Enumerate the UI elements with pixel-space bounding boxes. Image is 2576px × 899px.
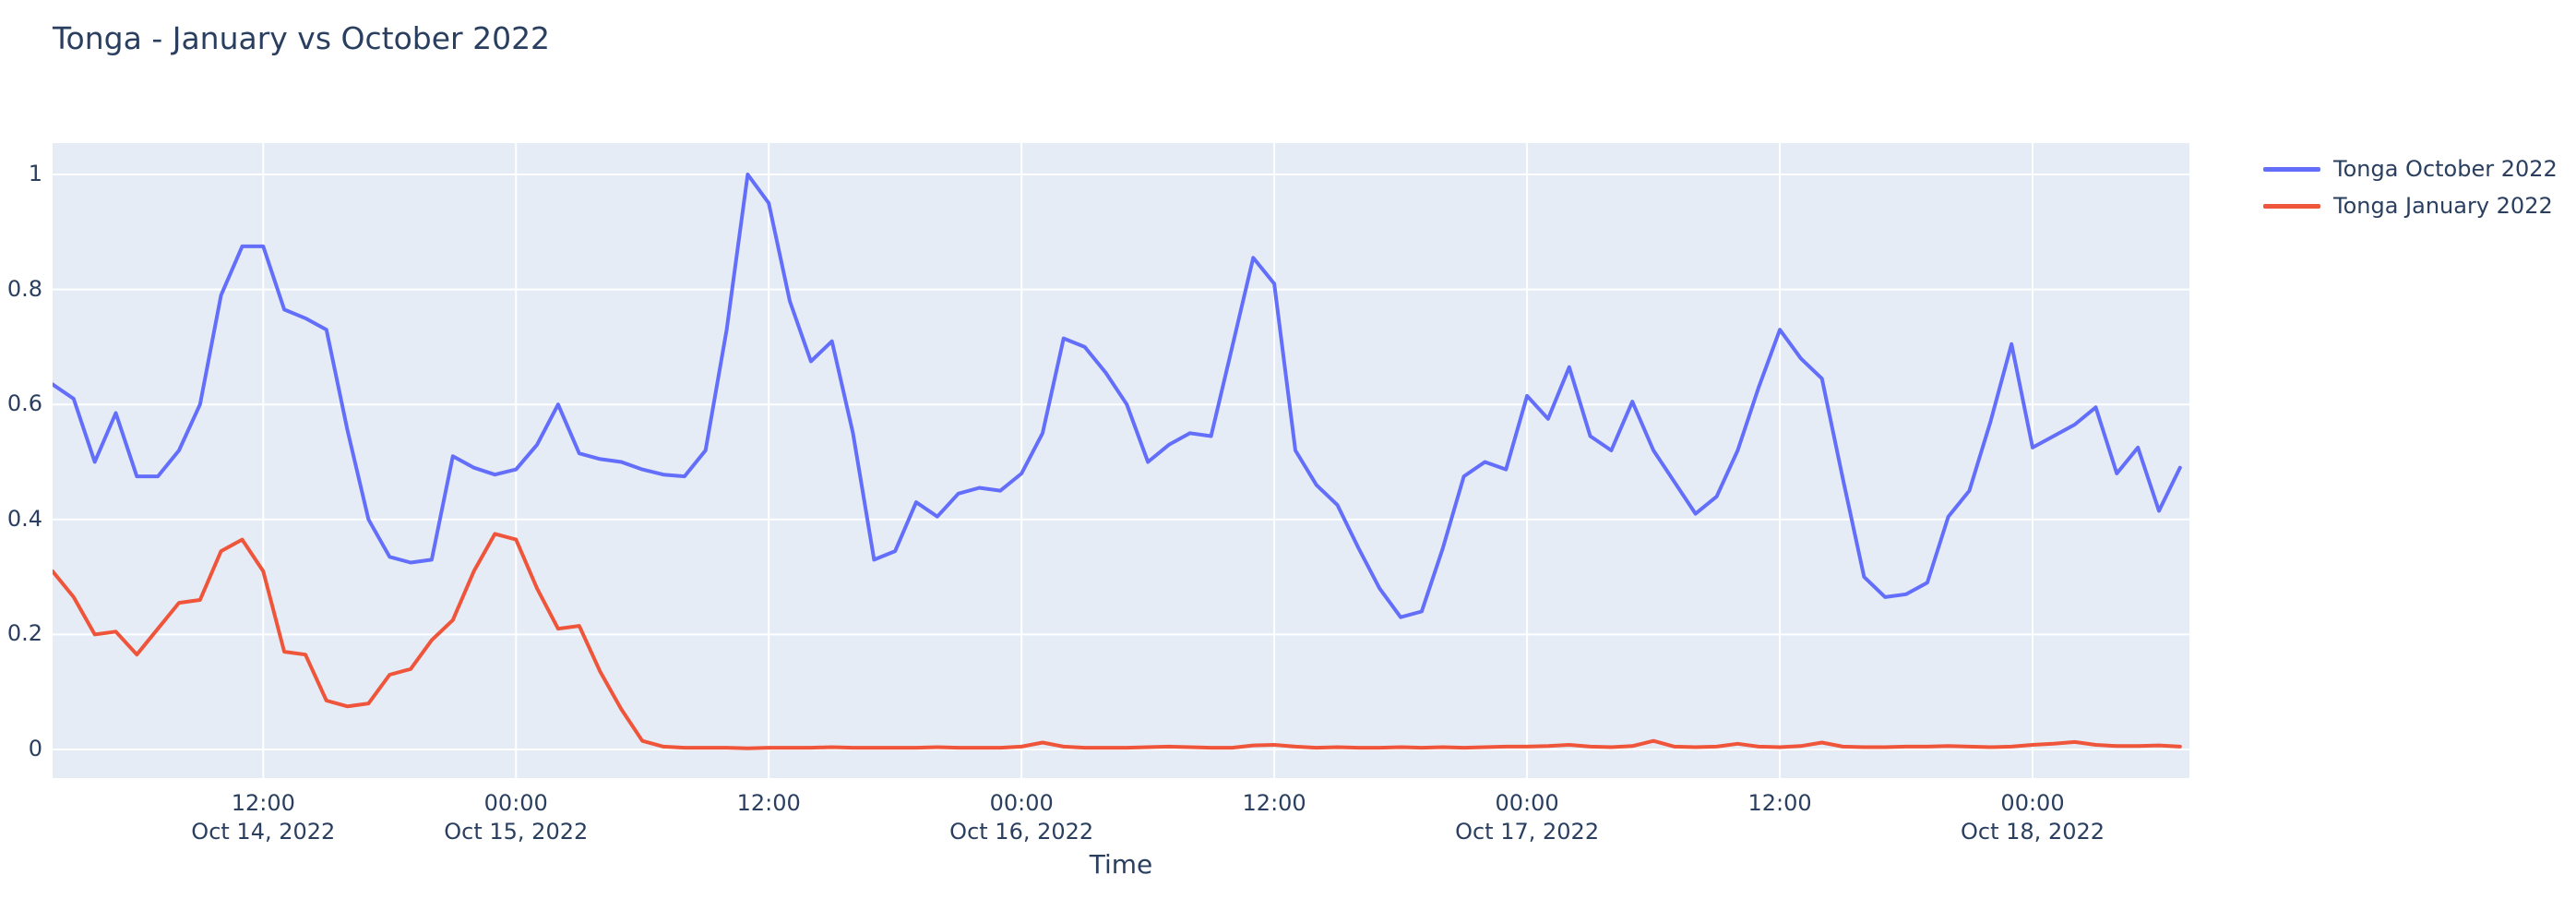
x-tick-label: 12:00 [1747, 789, 1811, 818]
x-tick-time: 12:00 [231, 790, 295, 816]
y-tick-label: 0 [28, 736, 42, 761]
x-tick-label: 00:00 Oct 18, 2022 [1961, 789, 2105, 846]
y-tick-label: 0.4 [6, 505, 42, 532]
x-tick-date: Oct 17, 2022 [1455, 819, 1600, 845]
x-tick-time: 12:00 [1747, 790, 1812, 816]
legend-line-swatch [2263, 166, 2320, 172]
x-tick-time: 00:00 [989, 790, 1054, 816]
series-line-tonga-january-2022[interactable] [53, 532, 2182, 750]
plot-canvas[interactable] [53, 143, 2189, 778]
x-tick-label: 12:00 [737, 789, 801, 818]
chart-title: Tonga - January vs October 2022 [53, 20, 551, 56]
x-tick-date: Oct 18, 2022 [1961, 819, 2105, 845]
x-tick-time: 00:00 [2000, 790, 2065, 816]
plot-area[interactable] [53, 143, 2189, 778]
x-tick-time: 00:00 [1495, 790, 1559, 816]
x-tick-label: 00:00 Oct 17, 2022 [1455, 789, 1599, 846]
x-tick-time: 12:00 [736, 790, 801, 816]
x-tick-label: 00:00 Oct 16, 2022 [949, 789, 1093, 846]
x-tick-label: 00:00 Oct 15, 2022 [444, 789, 588, 846]
legend-label: Tonga October 2022 [2333, 156, 2558, 182]
y-tick-label: 0.2 [6, 620, 42, 647]
x-tick-date: Oct 14, 2022 [191, 819, 336, 845]
x-tick-time: 00:00 [483, 790, 548, 816]
legend-item[interactable]: Tonga January 2022 [2263, 187, 2558, 224]
y-tick-label: 0.6 [6, 390, 42, 417]
y-tick-label: 0.8 [6, 275, 42, 302]
series-line-tonga-october-2022[interactable] [53, 173, 2182, 619]
x-axis-title: Time [1089, 849, 1153, 880]
x-tick-label: 12:00 Oct 14, 2022 [191, 789, 335, 846]
y-tick-label: 1 [28, 161, 42, 186]
legend-item[interactable]: Tonga October 2022 [2263, 150, 2558, 187]
x-tick-time: 12:00 [1242, 790, 1306, 816]
legend-line-swatch [2263, 203, 2320, 209]
x-tick-date: Oct 16, 2022 [949, 819, 1094, 845]
legend-label: Tonga January 2022 [2333, 193, 2553, 219]
x-tick-date: Oct 15, 2022 [444, 819, 589, 845]
x-tick-label: 12:00 [1243, 789, 1306, 818]
legend: Tonga October 2022 Tonga January 2022 [2263, 150, 2558, 224]
